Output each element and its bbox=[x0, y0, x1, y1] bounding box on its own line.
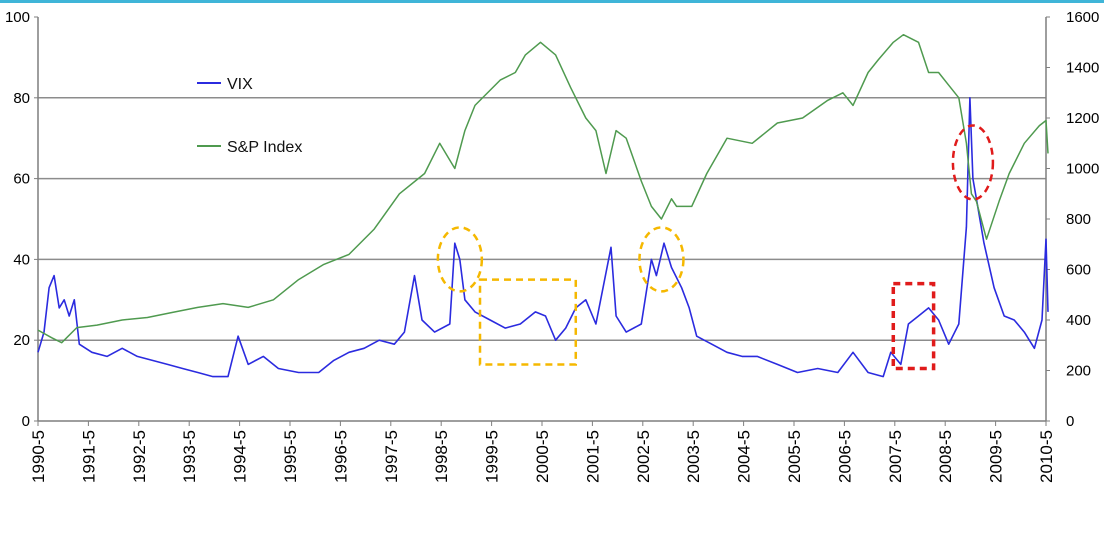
y-right-tick-label: 200 bbox=[1066, 363, 1091, 380]
x-tick-label: 2004-5 bbox=[735, 430, 754, 483]
y-right-tick-label: 400 bbox=[1066, 312, 1091, 329]
x-tick-label: 2005-5 bbox=[785, 430, 804, 483]
x-tick-label: 2006-5 bbox=[835, 430, 854, 483]
x-tick-label: 2001-5 bbox=[583, 430, 602, 483]
y-right-tick-label: 1400 bbox=[1066, 60, 1099, 77]
x-tick-label: 1995-5 bbox=[281, 430, 300, 483]
legend-label-vix: VIX bbox=[227, 76, 253, 93]
y-right-tick-label: 800 bbox=[1066, 211, 1091, 228]
y-right-tick-label: 1000 bbox=[1066, 161, 1099, 178]
gridlines bbox=[38, 97, 1046, 341]
x-tick-label: 2007-5 bbox=[886, 430, 905, 483]
x-tick-label: 2010-5 bbox=[1037, 430, 1056, 483]
y-right-tick-label: 0 bbox=[1066, 413, 1074, 430]
y-left-tick-label: 100 bbox=[5, 9, 30, 26]
x-tick-label: 1992-5 bbox=[130, 430, 149, 483]
y-left-tick-labels: 0 20 40 60 80 100 bbox=[5, 9, 30, 430]
x-tick-label: 1994-5 bbox=[231, 430, 250, 483]
annotation-dashed-rectangle bbox=[891, 281, 936, 371]
y-right-tick-label: 600 bbox=[1066, 262, 1091, 279]
x-tick-labels: 1990-5 1991-5 1992-5 1993-5 1994-5 1995-5 1996… bbox=[29, 430, 1056, 483]
axes bbox=[34, 16, 1050, 426]
x-tick-label: 2000-5 bbox=[533, 430, 552, 483]
x-tick-label: 2003-5 bbox=[684, 430, 703, 483]
x-tick-label: 1990-5 bbox=[29, 430, 48, 483]
x-tick-label: 1997-5 bbox=[382, 430, 401, 483]
top-border-line bbox=[0, 0, 1104, 3]
legend-label-sp-index: S&P Index bbox=[227, 139, 302, 156]
y-left-tick-label: 0 bbox=[22, 413, 30, 430]
series-line-vix bbox=[37, 97, 1049, 378]
y-left-tick-label: 20 bbox=[13, 332, 30, 349]
series-line-sp-index bbox=[37, 33, 1049, 344]
y-right-tick-labels: 0 200 400 600 800 1000 1200 1400 1600 bbox=[1066, 9, 1099, 430]
x-tick-label: 2002-5 bbox=[634, 430, 653, 483]
x-tick-label: 1999-5 bbox=[483, 430, 502, 483]
annotation-dashed-circle bbox=[638, 226, 685, 293]
annotation-dashed-rectangle bbox=[478, 278, 578, 366]
y-left-tick-label: 60 bbox=[13, 171, 30, 188]
annotation-dashed-circle bbox=[951, 124, 995, 201]
legend: VIX S&P Index bbox=[197, 76, 302, 156]
x-tick-label: 1991-5 bbox=[79, 430, 98, 483]
x-tick-label: 1996-5 bbox=[331, 430, 350, 483]
y-right-tick-label: 1600 bbox=[1066, 9, 1099, 26]
annotation-dashed-circle bbox=[436, 226, 484, 293]
y-left-tick-label: 80 bbox=[13, 90, 30, 107]
x-tick-label: 2008-5 bbox=[936, 430, 955, 483]
x-tick-label: 1993-5 bbox=[180, 430, 199, 483]
y-left-tick-label: 40 bbox=[13, 251, 30, 268]
x-tick-label: 1998-5 bbox=[432, 430, 451, 483]
series-lines bbox=[37, 33, 1049, 378]
y-right-tick-label: 1200 bbox=[1066, 110, 1099, 127]
annotation-marks bbox=[436, 124, 995, 371]
x-tick-label: 2009-5 bbox=[987, 430, 1006, 483]
